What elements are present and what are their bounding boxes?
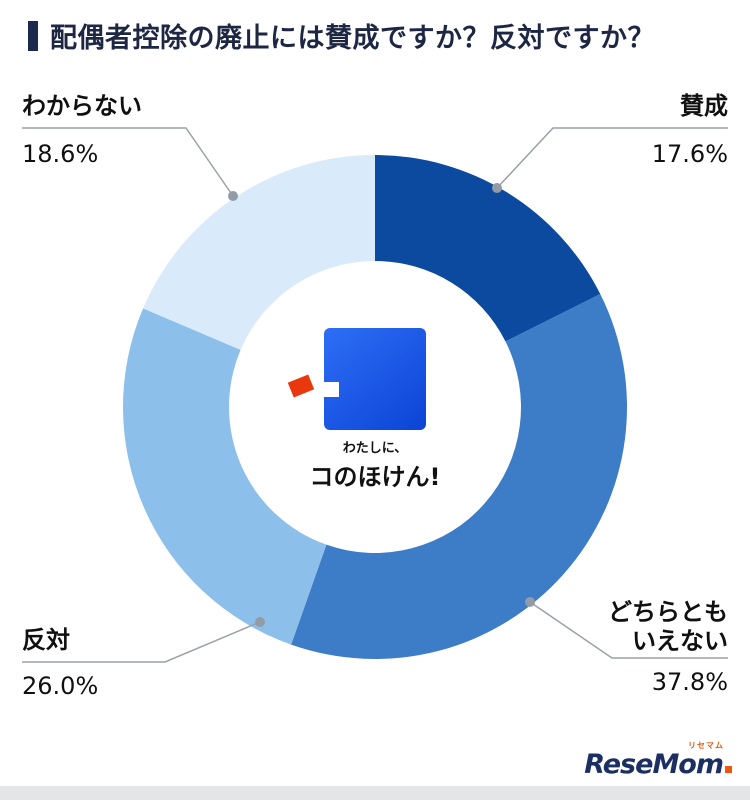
leader-line-sansei <box>496 127 728 189</box>
footer-bar <box>0 786 750 800</box>
value-dochira: 37.8% <box>651 668 728 696</box>
leader-dot-sansei <box>492 183 502 193</box>
leader-dot-wakaranai <box>228 191 238 201</box>
leader-lines <box>22 127 728 663</box>
value-sansei: 17.6% <box>651 140 728 168</box>
leader-dot-dochira <box>525 597 535 607</box>
leader-line-hantai <box>22 621 261 663</box>
resemom-logo[interactable]: リセマム ReseMom <box>584 742 732 780</box>
leader-dots <box>228 183 535 627</box>
donut-segments <box>122 155 627 659</box>
page-title: 配偶者控除の廃止には賛成ですか？反対ですか？ <box>50 23 655 54</box>
label-wakaranai: わからない <box>22 92 142 120</box>
donut-chart-canvas <box>22 127 728 663</box>
value-hantai: 26.0% <box>22 672 99 700</box>
leader-dot-hantai <box>255 617 265 627</box>
leader-line-wakaranai <box>22 127 234 197</box>
value-wakaranai: 18.6% <box>22 140 99 168</box>
label-dochira: どちらとも いえない <box>608 598 728 655</box>
resemom-katakana-label: リセマム <box>688 741 724 750</box>
donut-segment-3 <box>143 155 375 350</box>
title-accent-bar <box>28 20 38 51</box>
donut-segment-0 <box>375 155 601 342</box>
leader-line-dochira <box>529 601 728 659</box>
label-hantai: 反対 <box>22 626 70 654</box>
page-header: 配偶者控除の廃止には賛成ですか？反対ですか？ <box>28 16 655 55</box>
resemom-wordmark: ReseMom <box>584 749 724 780</box>
resemom-dot-icon <box>725 766 732 773</box>
donut-segment-1 <box>291 294 627 659</box>
label-sansei: 賛成 <box>680 92 728 120</box>
donut-segment-2 <box>122 308 327 645</box>
